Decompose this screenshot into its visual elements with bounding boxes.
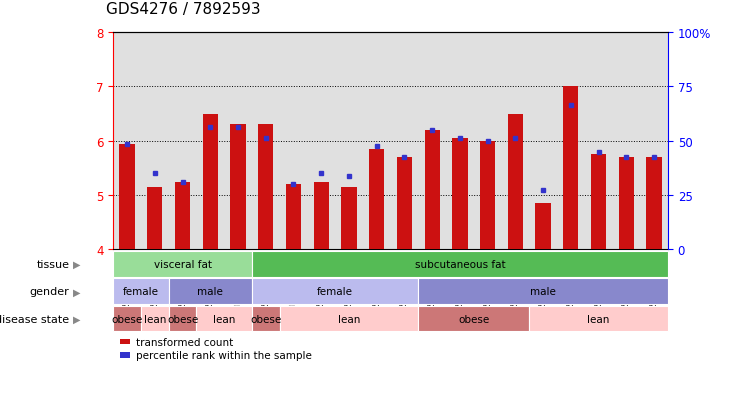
Text: lean: lean	[588, 314, 610, 324]
Text: female: female	[123, 287, 159, 297]
Text: visceral fat: visceral fat	[153, 259, 212, 269]
Text: ▶: ▶	[73, 314, 80, 324]
Text: obese: obese	[250, 314, 281, 324]
Text: subcutaneous fat: subcutaneous fat	[415, 259, 505, 269]
Bar	[536, 204, 550, 250]
Text: percentile rank within the sample: percentile rank within the sample	[136, 350, 312, 360]
Text: obese: obese	[167, 314, 198, 324]
Bar	[619, 158, 634, 250]
Bar	[175, 182, 190, 250]
Text: GDS4276 / 7892593: GDS4276 / 7892593	[106, 2, 261, 17]
Bar	[231, 125, 245, 250]
Text: ▶: ▶	[73, 287, 80, 297]
Text: obese: obese	[112, 314, 142, 324]
Text: tissue: tissue	[36, 259, 69, 269]
Text: gender: gender	[30, 287, 69, 297]
Text: ▶: ▶	[73, 259, 80, 269]
Text: male: male	[530, 287, 556, 297]
Bar	[120, 144, 134, 250]
Text: male: male	[197, 287, 223, 297]
Text: lean: lean	[338, 314, 360, 324]
Text: lean: lean	[213, 314, 235, 324]
Bar	[369, 150, 384, 250]
Text: disease state: disease state	[0, 314, 69, 324]
Bar	[425, 131, 439, 250]
Text: female: female	[317, 287, 353, 297]
Text: lean: lean	[144, 314, 166, 324]
Bar	[480, 142, 495, 250]
Bar	[647, 158, 661, 250]
Text: obese: obese	[458, 314, 489, 324]
Bar	[564, 87, 578, 250]
Bar	[591, 155, 606, 250]
Bar	[508, 114, 523, 250]
Bar	[258, 125, 273, 250]
Text: transformed count: transformed count	[136, 337, 233, 347]
Bar	[314, 182, 328, 250]
Bar	[342, 188, 356, 250]
Bar	[453, 139, 467, 250]
Bar	[397, 158, 412, 250]
Bar	[286, 185, 301, 250]
Bar	[203, 114, 218, 250]
Bar	[147, 188, 162, 250]
